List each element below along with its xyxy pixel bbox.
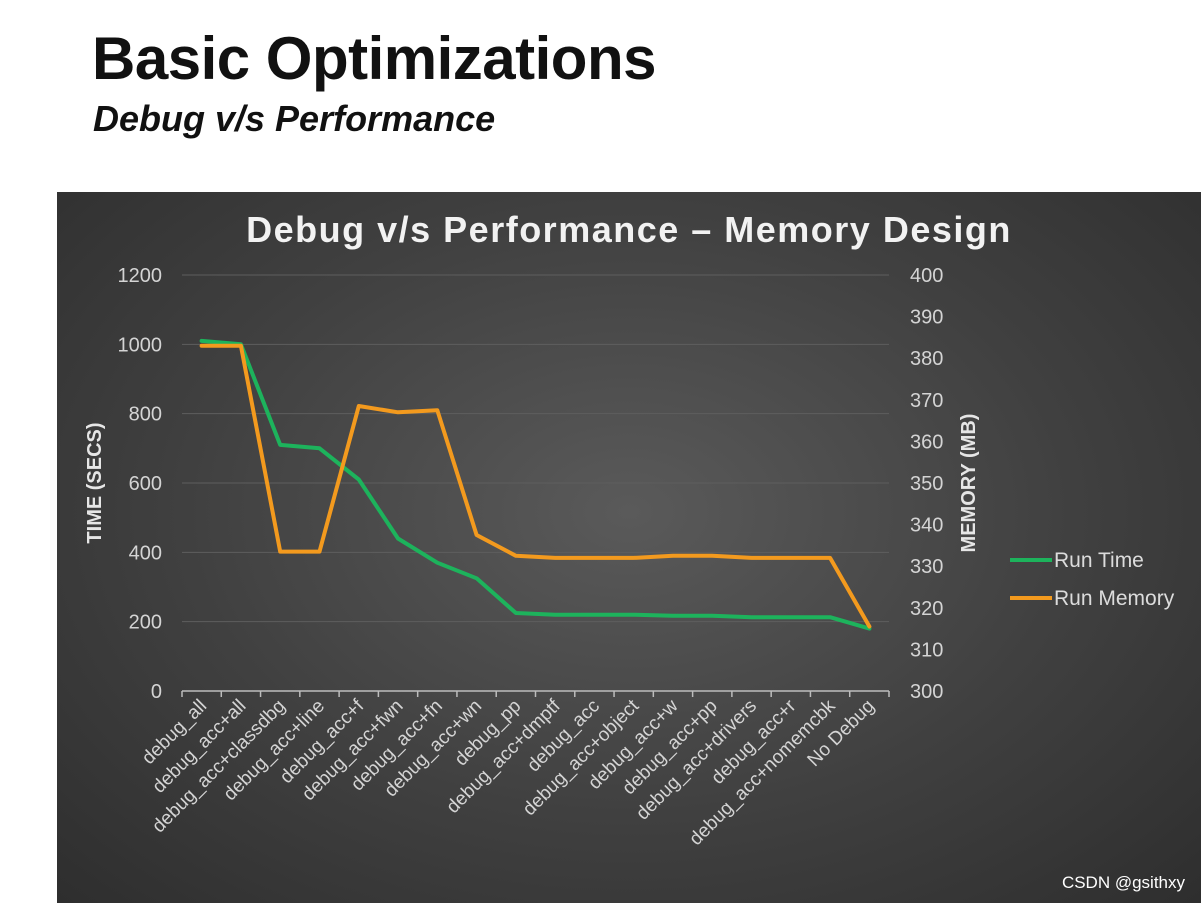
y-tick-label: 1000 — [118, 334, 163, 356]
slide-subtitle: Debug v/s Performance — [93, 98, 496, 139]
gridlines — [182, 274, 889, 623]
legend: Run Time Run Memory — [1010, 549, 1175, 610]
y2-tick-label: 400 — [910, 265, 943, 287]
y2-tick-label: 370 — [910, 390, 943, 412]
y2-tick-label: 320 — [910, 598, 943, 620]
y-tick-label: 600 — [129, 473, 162, 495]
y-tick-label: 1200 — [118, 265, 163, 287]
slide-title: Basic Optimizations — [92, 25, 656, 92]
series-line-run-time — [199, 338, 872, 631]
y2-tick-label: 340 — [910, 515, 943, 537]
legend-label: Run Memory — [1054, 587, 1175, 610]
chart-panel: Debug v/s Performance – Memory Design 0 2… — [57, 192, 1201, 903]
y2-tick-label: 350 — [910, 473, 943, 495]
y-axis-title: TIME (SECS) — [84, 422, 106, 543]
series-lines — [199, 338, 872, 631]
y2-tick-label: 330 — [910, 556, 943, 578]
y-tick-label: 400 — [129, 542, 162, 564]
y-tick-label: 800 — [129, 404, 162, 426]
y2-tick-label: 380 — [910, 348, 943, 370]
y2-tick-label: 310 — [910, 639, 943, 661]
y2-tick-label: 360 — [910, 431, 943, 453]
y2-tick-label: 390 — [910, 307, 943, 329]
y-tick-label: 200 — [129, 612, 162, 634]
line-chart: Debug v/s Performance – Memory Design 0 2… — [84, 209, 1175, 850]
chart-title: Debug v/s Performance – Memory Design — [246, 209, 1012, 250]
y2-tick-label: 300 — [910, 681, 943, 703]
series-line-run-memory — [199, 343, 872, 629]
legend-label: Run Time — [1054, 549, 1144, 572]
y-tick-label: 0 — [151, 681, 162, 703]
y2-axis-title: MEMORY (MB) — [958, 414, 980, 553]
watermark: CSDN @gsithxy — [1061, 873, 1185, 892]
